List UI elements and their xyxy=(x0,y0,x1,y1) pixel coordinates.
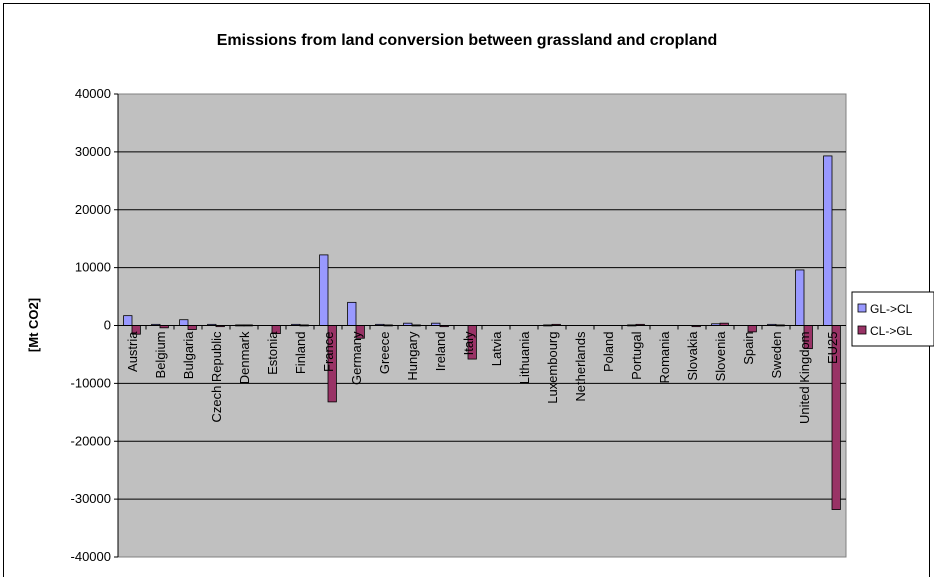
chart-title: Emissions from land conversion between g… xyxy=(217,32,718,49)
legend-label-gl-cl: GL->CL xyxy=(870,302,913,316)
bar-gl-cl xyxy=(823,155,833,326)
x-tick-label: France xyxy=(321,332,336,372)
x-tick-label: Austria xyxy=(125,331,140,372)
legend-swatch-cl-gl xyxy=(857,325,867,335)
y-axis-ticks: 40000 30000 20000 10000 0 -10000 -20000 -30000 -… xyxy=(71,86,119,564)
bar-cl-gl xyxy=(747,325,757,333)
y-tick-label: -40000 xyxy=(71,549,111,564)
y-tick-label: 30000 xyxy=(75,144,111,159)
bar-gl-cl xyxy=(179,319,189,326)
x-tick-label: Bulgaria xyxy=(181,331,196,379)
x-tick-label: Greece xyxy=(377,332,392,375)
y-tick-label: -20000 xyxy=(71,433,111,448)
x-tick-label: United Kingdom xyxy=(797,332,812,425)
x-tick-label: Hungary xyxy=(405,331,420,381)
y-axis-label: [Mt CO2] xyxy=(26,298,41,352)
x-tick-label: Italy xyxy=(461,331,476,355)
x-tick-label: Romania xyxy=(657,331,672,384)
y-tick-label: 0 xyxy=(104,318,111,333)
y-tick-label: -30000 xyxy=(71,491,111,506)
x-tick-label: Czech Republic xyxy=(209,331,224,423)
legend-box xyxy=(851,291,934,347)
x-tick-label: Latvia xyxy=(489,331,504,366)
y-tick-label: 10000 xyxy=(75,260,111,275)
bar-gl-cl xyxy=(319,254,329,326)
x-tick-label: Slovakia xyxy=(685,331,700,381)
x-tick-label: Belgium xyxy=(153,332,168,379)
x-tick-label: Ireland xyxy=(433,332,448,372)
x-tick-label: Portugal xyxy=(629,331,644,380)
bar-gl-cl xyxy=(795,269,805,326)
x-tick-label: Luxembourg xyxy=(545,332,560,404)
y-tick-label: -10000 xyxy=(71,375,111,390)
x-tick-label: Lithuania xyxy=(517,331,532,385)
x-tick-label: Germany xyxy=(349,331,364,385)
x-tick-label: Spain xyxy=(741,332,756,365)
x-tick-label: Poland xyxy=(601,332,616,372)
x-tick-label: Sweden xyxy=(769,332,784,379)
legend: GL->CL CL->GL xyxy=(851,291,934,347)
x-tick-label: Finland xyxy=(293,332,308,375)
legend-label-cl-gl: CL->GL xyxy=(870,324,913,338)
x-tick-label: Netherlands xyxy=(573,331,588,402)
bar-cl-gl xyxy=(187,325,197,330)
x-tick-label: Estonia xyxy=(265,331,280,375)
y-tick-label: 40000 xyxy=(75,86,111,101)
x-tick-label: Denmark xyxy=(237,331,252,384)
x-tick-label: EU25 xyxy=(825,332,840,365)
bar-gl-cl xyxy=(123,315,133,326)
y-tick-label: 20000 xyxy=(75,202,111,217)
legend-swatch-gl-cl xyxy=(857,303,867,313)
bar-gl-cl xyxy=(347,301,357,326)
x-tick-label: Slovenia xyxy=(713,331,728,382)
x-axis-ticks: Austria Belgium Bulgaria Czech Republic Denm… xyxy=(117,325,840,425)
gridlines xyxy=(118,151,846,500)
